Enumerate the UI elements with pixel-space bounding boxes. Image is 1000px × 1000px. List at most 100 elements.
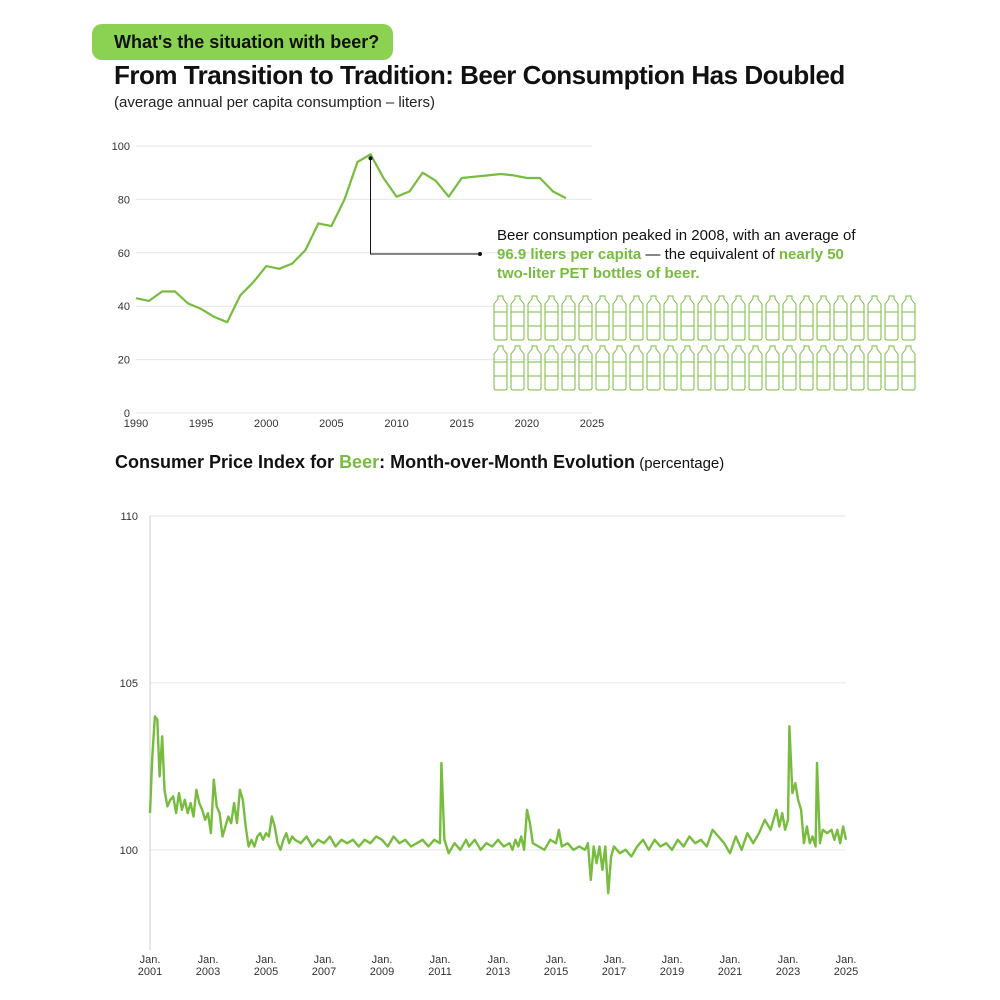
pet-bottle-icon: [612, 345, 627, 391]
cpi-x-tick-label: Jan.: [430, 954, 451, 966]
pet-bottle-icon: [850, 295, 865, 341]
bottle-outline: [578, 345, 593, 391]
y-tick-label: 80: [118, 194, 130, 206]
cpi-x-tick-year: 2019: [660, 966, 684, 978]
pet-bottle-icon: [833, 295, 848, 341]
bottle-outline: [544, 295, 559, 341]
pet-bottle-icon: [867, 345, 882, 391]
bottle-outline: [629, 345, 644, 391]
pet-bottle-icon: [493, 345, 508, 391]
cpi-x-tick-label: Jan.: [198, 954, 219, 966]
cpi-title-unit: (percentage): [635, 455, 725, 472]
x-tick-label: 1990: [124, 418, 148, 430]
pet-bottle-icon: [578, 345, 593, 391]
pet-bottle-icon: [629, 345, 644, 391]
callout-text-2: — the equivalent of: [641, 246, 779, 263]
bottle-outline: [731, 295, 746, 341]
x-tick-label: 2005: [319, 418, 343, 430]
bottle-outline: [884, 295, 899, 341]
y-tick-label: 100: [112, 141, 130, 153]
pet-bottle-icon: [816, 345, 831, 391]
callout-text-1: Beer consumption peaked in 2008, with an…: [497, 227, 856, 244]
cpi-x-tick-year: 2013: [486, 966, 510, 978]
cpi-x-tick-year: 2023: [776, 966, 800, 978]
bottle-outline: [561, 345, 576, 391]
pet-bottle-icon: [867, 295, 882, 341]
bottle-outline: [527, 295, 542, 341]
cpi-x-tick-label: Jan.: [720, 954, 741, 966]
bottle-outline: [629, 295, 644, 341]
pet-bottle-icon: [884, 295, 899, 341]
pet-bottle-icon: [799, 345, 814, 391]
pet-bottle-icon: [527, 345, 542, 391]
cpi-y-tick-label: 105: [120, 678, 138, 690]
page-subtitle: (average annual per capita consumption –…: [114, 94, 436, 111]
bottle-outline: [612, 345, 627, 391]
cpi-x-tick-label: Jan.: [372, 954, 393, 966]
y-tick-label: 20: [118, 355, 130, 367]
pet-bottle-icon: [595, 345, 610, 391]
pet-bottle-icon: [510, 295, 525, 341]
cpi-y-tick-label: 110: [120, 511, 138, 523]
cpi-title-highlight: Beer: [339, 452, 380, 472]
bottle-outline: [646, 295, 661, 341]
bottle-outline: [765, 345, 780, 391]
bottle-outline: [680, 295, 695, 341]
pet-bottle-icon: [544, 295, 559, 341]
bottle-outline: [510, 295, 525, 341]
bottle-outline: [561, 295, 576, 341]
pet-bottle-icon: [901, 345, 916, 391]
peak-callout: Beer consumption peaked in 2008, with an…: [497, 226, 877, 283]
x-tick-label: 1995: [189, 418, 213, 430]
bottle-outline: [595, 295, 610, 341]
bottle-outline: [850, 295, 865, 341]
x-tick-label: 2020: [515, 418, 539, 430]
cpi-x-tick-label: Jan.: [256, 954, 277, 966]
y-tick-label: 40: [118, 301, 130, 313]
section-tag: What's the situation with beer?: [92, 24, 394, 60]
pet-bottle-icon: [629, 295, 644, 341]
bottle-outline: [833, 345, 848, 391]
bottle-outline: [646, 345, 661, 391]
pet-bottle-icon: [816, 295, 831, 341]
pet-bottle-icon: [901, 295, 916, 341]
pet-bottle-icon: [782, 295, 797, 341]
pet-bottle-icon: [510, 345, 525, 391]
bottle-outline: [867, 345, 882, 391]
bottle-outline: [782, 345, 797, 391]
pet-bottle-icon: [612, 295, 627, 341]
cpi-x-tick-label: Jan.: [314, 954, 335, 966]
cpi-y-tick-label: 100: [120, 845, 138, 857]
bottle-outline: [527, 345, 542, 391]
bottle-outline: [884, 345, 899, 391]
cpi-x-tick-year: 2003: [196, 966, 220, 978]
bottle-outline: [816, 295, 831, 341]
pet-bottle-icon: [646, 295, 661, 341]
bottle-outline: [493, 345, 508, 391]
consumption-series-line: [135, 153, 567, 324]
pet-bottle-icon: [884, 345, 899, 391]
pet-bottle-icon: [561, 345, 576, 391]
cpi-x-tick-label: Jan.: [836, 954, 857, 966]
bottle-outline: [782, 295, 797, 341]
peak-leader-line: [370, 158, 480, 255]
pet-bottle-icon: [544, 345, 559, 391]
cpi-x-tick-label: Jan.: [604, 954, 625, 966]
pet-bottle-icon: [748, 295, 763, 341]
bottle-outline: [816, 345, 831, 391]
cpi-x-tick-year: 2025: [834, 966, 858, 978]
bottle-outline: [595, 345, 610, 391]
bottle-outline: [714, 295, 729, 341]
bottle-outline: [714, 345, 729, 391]
pet-bottle-icon: [782, 345, 797, 391]
bottle-outline: [578, 295, 593, 341]
bottle-outline: [697, 295, 712, 341]
cpi-series-line: [148, 715, 848, 895]
pet-bottle-icon: [850, 345, 865, 391]
callout-highlight-1: 96.9 liters per capita: [497, 246, 642, 263]
bottle-outline: [731, 345, 746, 391]
y-tick-label: 0: [124, 408, 130, 420]
cpi-x-tick-year: 2005: [254, 966, 278, 978]
bottle-outline: [799, 345, 814, 391]
